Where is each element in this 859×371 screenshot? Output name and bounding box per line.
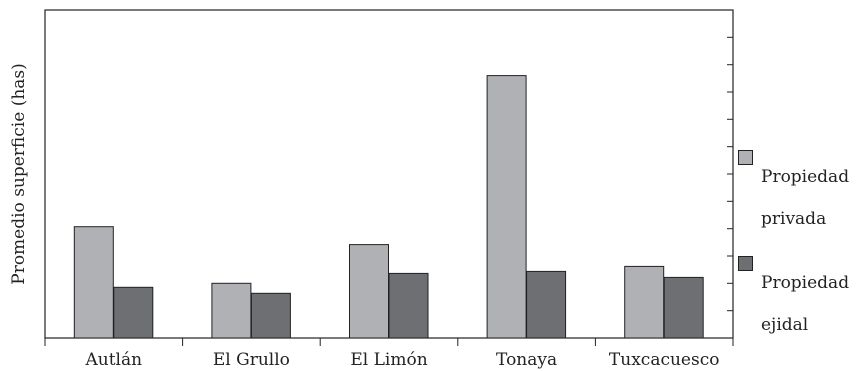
y-axis <box>727 9 733 339</box>
bar-ejidal-1 <box>250 292 291 339</box>
legend-swatch-privada <box>738 150 753 165</box>
x-axis: Autlán El Grullo El Limón Tonaya Tuxcacuesco <box>44 338 734 370</box>
legend-label-privada-line2: privada <box>761 209 827 229</box>
bar-privada-3 <box>486 75 527 339</box>
bar-ejidal-2 <box>388 272 429 339</box>
x-tick-label: Autlán <box>85 350 143 370</box>
x-tick-label: El Grullo <box>213 350 290 370</box>
legend-swatch-ejidal <box>738 256 753 271</box>
bar-privada-2 <box>349 244 389 339</box>
legend-item-privada: Propiedad privada <box>738 146 858 229</box>
legend-item-ejidal: Propiedad ejidal <box>738 252 858 335</box>
bar-privada-1 <box>211 282 252 339</box>
legend-label-privada-line1: Propiedad <box>761 167 850 187</box>
legend-label-ejidal-line1: Propiedad <box>761 273 850 293</box>
bar-ejidal-3 <box>526 270 567 339</box>
x-tick-label: Tuxcacuesco <box>609 350 720 370</box>
y-axis-label: Promedio superficie (has) <box>9 63 29 285</box>
bar-privada-0 <box>73 226 114 339</box>
bar-ejidal-4 <box>663 276 704 339</box>
bar-ejidal-0 <box>113 286 154 339</box>
bar-privada-4 <box>624 265 665 339</box>
legend-label-ejidal: Propiedad ejidal <box>761 252 859 336</box>
x-tick-label: El Limón <box>350 350 427 370</box>
legend-label-ejidal-line2: ejidal <box>761 315 809 335</box>
legend-label-privada: Propiedad privada <box>761 146 859 230</box>
x-tick-label: Tonaya <box>496 350 557 370</box>
bars-group <box>73 75 704 339</box>
